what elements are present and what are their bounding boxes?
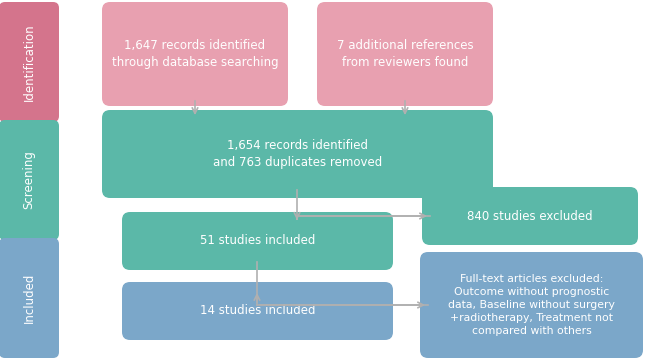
FancyBboxPatch shape: [0, 2, 59, 122]
FancyBboxPatch shape: [122, 282, 393, 340]
Text: Identification: Identification: [23, 23, 36, 101]
Text: 51 studies included: 51 studies included: [200, 235, 315, 248]
FancyBboxPatch shape: [102, 2, 288, 106]
Text: 14 studies included: 14 studies included: [200, 304, 315, 318]
FancyBboxPatch shape: [317, 2, 493, 106]
Text: Screening: Screening: [23, 151, 36, 209]
Text: 1,647 records identified
through database searching: 1,647 records identified through databas…: [112, 39, 278, 69]
Text: Full-text articles excluded:
Outcome without prognostic
data, Baseline without s: Full-text articles excluded: Outcome wit…: [448, 274, 615, 336]
Text: 7 additional references
from reviewers found: 7 additional references from reviewers f…: [337, 39, 473, 69]
Text: Included: Included: [23, 273, 36, 323]
FancyBboxPatch shape: [0, 238, 59, 358]
FancyBboxPatch shape: [122, 212, 393, 270]
FancyBboxPatch shape: [422, 187, 638, 245]
FancyBboxPatch shape: [102, 110, 493, 198]
Text: 1,654 records identified
and 763 duplicates removed: 1,654 records identified and 763 duplica…: [213, 139, 382, 169]
FancyBboxPatch shape: [420, 252, 643, 358]
Text: 840 studies excluded: 840 studies excluded: [467, 209, 593, 222]
FancyBboxPatch shape: [0, 120, 59, 240]
